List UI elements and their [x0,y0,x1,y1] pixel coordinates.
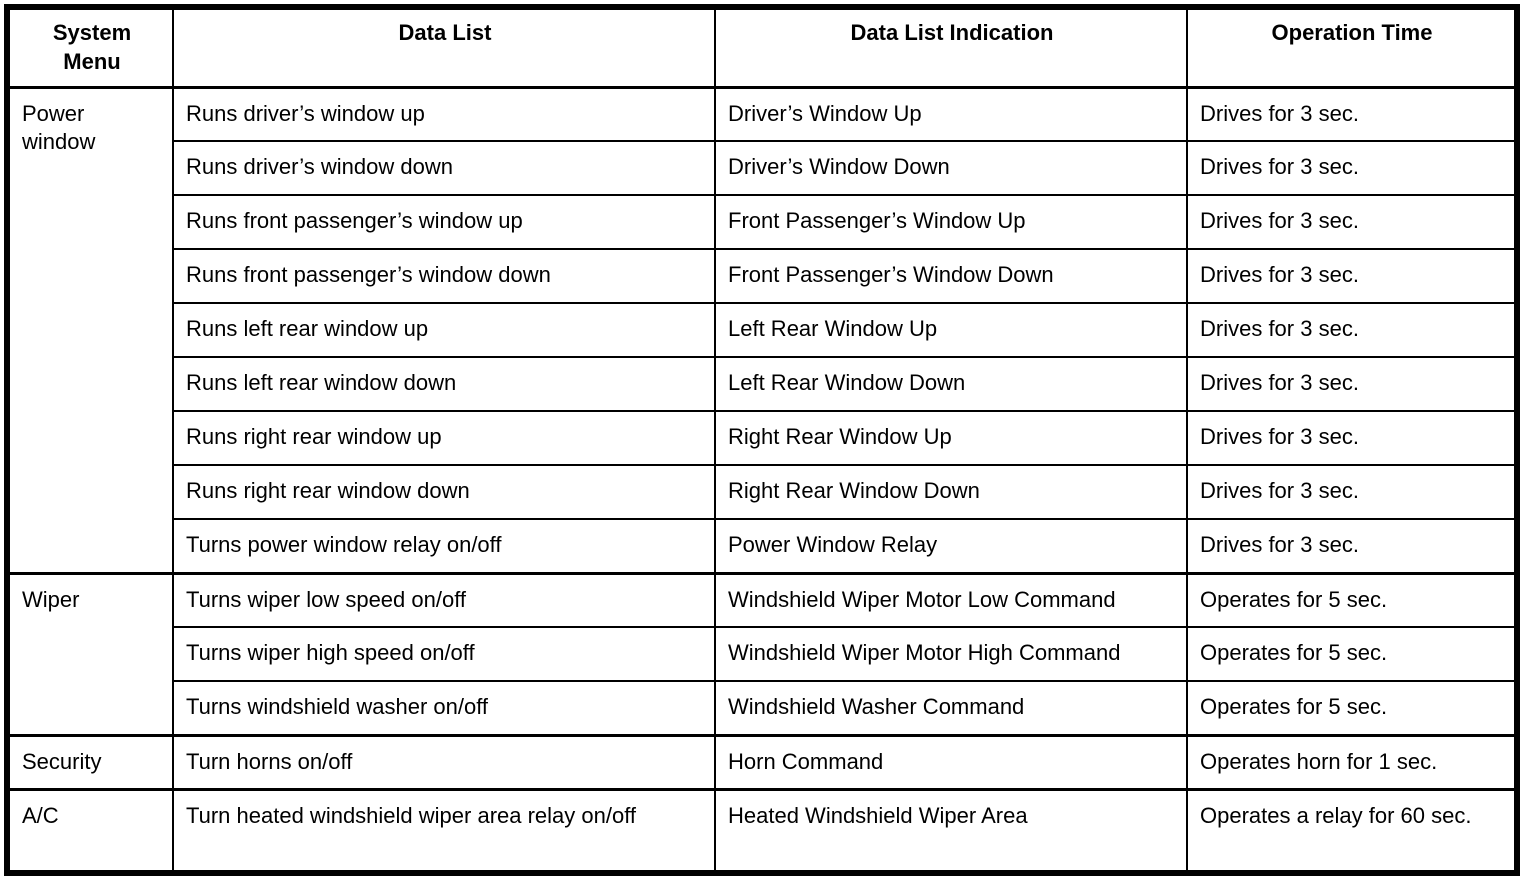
indication-cell: Right Rear Window Up [714,410,1188,466]
table-row: Runs left rear window down Left Rear Win… [7,356,1518,412]
operation-time-cell: Operates a relay for 60 sec. [1186,787,1518,874]
operation-time-cell: Operates for 5 sec. [1186,680,1518,736]
indication-cell: Driver’s Window Up [714,85,1188,142]
table-row: Runs left rear window up Left Rear Windo… [7,302,1518,358]
header-row: System Menu Data List Data List Indicati… [6,6,1518,89]
indication-cell: Left Rear Window Down [714,356,1188,412]
indication-cell: Driver’s Window Down [714,140,1188,196]
data-list-cell: Runs front passenger’s window up [172,194,716,250]
data-list-cell: Turn heated windshield wiper area relay … [172,787,716,874]
data-list-cell: Runs right rear window up [172,410,716,466]
indication-cell: Horn Command [714,733,1188,790]
data-list-cell: Turn horns on/off [172,733,716,790]
operation-time-cell: Operates for 5 sec. [1186,571,1518,628]
data-list-cell: Runs left rear window up [172,302,716,358]
indication-cell: Front Passenger’s Window Down [714,248,1188,304]
table-row: Wiper Turns wiper low speed on/off Winds… [6,571,1518,736]
table-row: Turns wiper high speed on/off Windshield… [7,626,1518,682]
indication-cell: Heated Windshield Wiper Area [714,787,1188,874]
operation-time-cell: Drives for 3 sec. [1186,464,1518,520]
operation-time-cell: Drives for 3 sec. [1186,302,1518,358]
operation-time-cell: Drives for 3 sec. [1186,356,1518,412]
indication-cell: Front Passenger’s Window Up [714,194,1188,250]
operation-time-cell: Drives for 3 sec. [1186,140,1518,196]
col-header-system-menu: System Menu [6,6,174,89]
system-menu-cell-wiper: Wiper [6,571,174,736]
table-row: Runs front passenger’s window down Front… [7,248,1518,304]
col-header-data-list-indication: Data List Indication [714,6,1188,89]
table-row: Power window Runs driver’s window up Dri… [6,85,1518,574]
data-list-cell: Turns power window relay on/off [172,518,716,574]
indication-cell: Right Rear Window Down [714,464,1188,520]
data-list-cell: Runs front passenger’s window down [172,248,716,304]
operation-time-cell: Drives for 3 sec. [1186,410,1518,466]
indication-cell: Windshield Wiper Motor Low Command [714,571,1188,628]
indication-cell: Power Window Relay [714,518,1188,574]
operation-time-cell: Drives for 3 sec. [1186,85,1518,142]
col-header-data-list: Data List [172,6,716,89]
operation-time-cell: Operates horn for 1 sec. [1186,733,1518,790]
data-list-cell: Turns wiper high speed on/off [172,626,716,682]
table-row: A/C Turn heated windshield wiper area re… [6,787,1518,874]
data-list-cell: Runs driver’s window down [172,140,716,196]
data-list-cell: Turns wiper low speed on/off [172,571,716,628]
system-menu-cell-security: Security [6,733,174,790]
table-row: Runs front passenger’s window up Front P… [7,194,1518,250]
data-list-cell: Turns windshield washer on/off [172,680,716,736]
operation-time-cell: Drives for 3 sec. [1186,248,1518,304]
data-list-cell: Runs right rear window down [172,464,716,520]
indication-cell: Left Rear Window Up [714,302,1188,358]
operation-time-cell: Operates for 5 sec. [1186,626,1518,682]
table-row: Runs right rear window up Right Rear Win… [7,410,1518,466]
system-menu-cell-power-window: Power window [6,85,174,574]
operation-time-cell: Drives for 3 sec. [1186,518,1518,574]
data-list-cell: Runs driver’s window up [172,85,716,142]
system-menu-cell-ac: A/C [6,787,174,874]
col-header-operation-time: Operation Time [1186,6,1518,89]
table-row: Runs right rear window down Right Rear W… [7,464,1518,520]
operation-time-cell: Drives for 3 sec. [1186,194,1518,250]
table-row: Turns power window relay on/off Power Wi… [7,518,1518,574]
indication-cell: Windshield Washer Command [714,680,1188,736]
table-row: Runs driver’s window down Driver’s Windo… [7,140,1518,196]
table-row: Security Turn horns on/off Horn Command … [6,733,1518,790]
data-list-cell: Runs left rear window down [172,356,716,412]
data-list-table: System Menu Data List Data List Indicati… [4,4,1520,876]
table-row: Turns windshield washer on/off Windshiel… [7,680,1518,736]
indication-cell: Windshield Wiper Motor High Command [714,626,1188,682]
